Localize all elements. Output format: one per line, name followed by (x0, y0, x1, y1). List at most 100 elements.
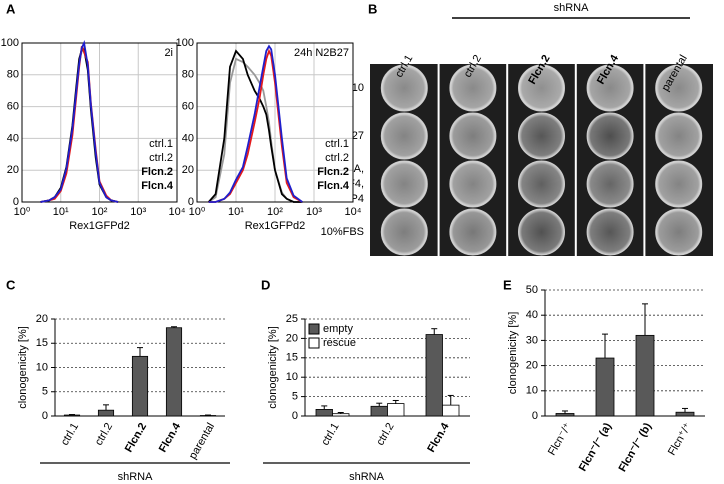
x-tick-label: 10¹ (53, 206, 69, 218)
x-tick-label: 10⁴ (345, 206, 362, 218)
well-rim (518, 208, 565, 256)
well-rim (655, 208, 703, 256)
y-tick-label: 0 (188, 196, 194, 208)
x-tick-label: ctrl.1 (319, 421, 341, 448)
x-tick-label: 10⁰ (189, 206, 206, 218)
y-tick-label: 100 (176, 37, 194, 49)
legend-entry: Flcn.2 (317, 166, 349, 178)
row-label: 10%FBS (321, 226, 364, 238)
y-tick-label: 20 (526, 360, 538, 372)
annotation: 24h N2B27 (294, 47, 349, 59)
group-label: shRNA (349, 471, 385, 483)
x-axis-label: Rex1GFPd2 (245, 220, 306, 232)
y-tick-label: 10 (526, 385, 538, 397)
panel-label: D (261, 277, 270, 292)
group-label: shRNA (118, 471, 154, 483)
y-tick-label: 5 (292, 391, 298, 403)
y-tick-label: 10 (36, 361, 48, 373)
x-tick-label: 10³ (306, 206, 322, 218)
bar (387, 403, 405, 417)
y-tick-label: 0 (292, 410, 298, 422)
bar (442, 404, 460, 417)
bar (635, 334, 655, 417)
well-rim (449, 160, 497, 208)
y-tick-label: 0 (42, 410, 48, 422)
bar (131, 355, 149, 417)
x-tick-label: ctrl.2 (374, 421, 396, 448)
legend-swatch (308, 337, 320, 349)
y-axis-label: clonogenicity [%] (267, 326, 279, 409)
bar (63, 414, 81, 417)
y-tick-label: 40 (7, 132, 19, 144)
legend-entry: Flcn.4 (317, 180, 350, 192)
y-tick-label: 20 (36, 313, 48, 325)
bar (555, 413, 575, 417)
y-tick-label: 10 (286, 371, 298, 383)
x-tick-label: 10³ (130, 206, 146, 218)
legend-entry: Flcn.2 (141, 166, 173, 178)
legend-entry: ctrl.1 (149, 138, 173, 150)
x-tick-label: 10² (92, 206, 108, 218)
panel-label: A (6, 1, 16, 16)
well-rim (586, 208, 634, 256)
well-rim (655, 160, 703, 208)
plot-frame (21, 42, 178, 203)
bar (370, 405, 388, 417)
x-tick-label: Flcn.4 (425, 420, 452, 454)
plot-frame (196, 42, 354, 203)
bar (595, 357, 615, 417)
legend-entry: ctrl.2 (325, 152, 349, 164)
y-tick-label: 100 (1, 37, 19, 49)
y-tick-label: 0 (532, 410, 538, 422)
y-tick-label: 15 (286, 352, 298, 364)
y-tick-label: 25 (286, 313, 298, 325)
legend-entry: Flcn.4 (141, 180, 174, 192)
well-rim (586, 160, 634, 208)
x-tick-label: ctrl.1 (59, 421, 81, 448)
legend-entry: rescue (323, 337, 356, 349)
histogram-line (208, 49, 303, 203)
y-tick-label: 80 (182, 69, 194, 81)
well-rim (586, 112, 634, 160)
y-axis-label: clonogenicity [%] (17, 326, 29, 409)
y-tick-label: 20 (286, 332, 298, 344)
well-rim (586, 64, 634, 112)
annotation: 2i (164, 47, 173, 59)
y-tick-label: 60 (182, 101, 194, 113)
panel-label: B (368, 1, 377, 16)
x-tick-label: Flcn.2 (123, 421, 149, 455)
histogram-line (208, 44, 303, 203)
x-tick-label: Flcn.4 (157, 420, 184, 454)
y-tick-label: 80 (7, 69, 19, 81)
well-rim (380, 160, 428, 208)
y-tick-label: 60 (7, 101, 19, 113)
x-tick-label: Flcn⁻/⁺ (546, 421, 574, 458)
panel-label: C (6, 277, 16, 292)
bar (97, 409, 115, 417)
y-tick-label: 20 (7, 164, 19, 176)
well-rim (449, 112, 497, 160)
well-rim (449, 64, 497, 112)
well-rim (518, 160, 565, 208)
x-tick-label: ctrl.2 (93, 421, 115, 448)
y-tick-label: 5 (42, 386, 48, 398)
y-tick-label: 50 (526, 284, 538, 296)
well-rim (655, 64, 703, 112)
y-tick-label: 15 (36, 337, 48, 349)
well-rim (518, 64, 565, 112)
well-rim (380, 64, 428, 112)
x-tick-label: 10⁰ (14, 206, 31, 218)
bar (675, 411, 695, 417)
x-tick-label: Flcn⁺/⁺ (666, 421, 694, 458)
well-rim (380, 112, 428, 160)
y-axis-label: clonogenicity [%] (507, 312, 519, 395)
well-rim (380, 208, 428, 256)
x-tick-label: Flcn⁻/⁻ (a) (577, 421, 614, 474)
y-tick-label: 30 (526, 334, 538, 346)
panel-label: E (503, 277, 512, 292)
bar (425, 334, 443, 417)
x-tick-label: 10² (267, 206, 283, 218)
x-tick-label: 10¹ (228, 206, 244, 218)
x-axis-label: Rex1GFPd2 (69, 220, 130, 232)
